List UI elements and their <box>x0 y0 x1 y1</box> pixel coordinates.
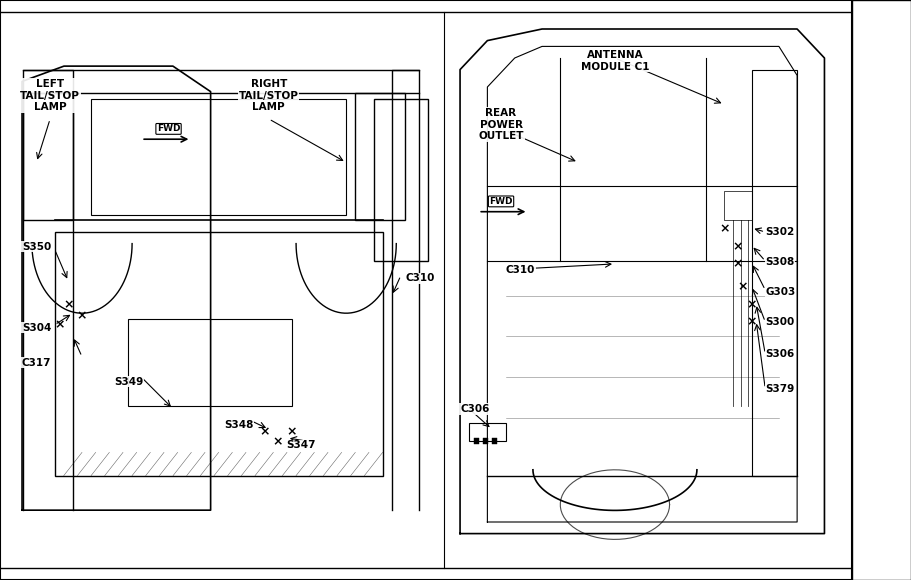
Text: RIGHT
TAIL/STOP
LAMP: RIGHT TAIL/STOP LAMP <box>239 79 299 113</box>
Text: ×: × <box>272 436 283 448</box>
Text: S302: S302 <box>765 227 794 237</box>
Text: S300: S300 <box>765 317 794 328</box>
Text: C310: C310 <box>405 273 435 284</box>
Text: ×: × <box>63 298 74 311</box>
Bar <box>852 0 911 580</box>
Text: LEFT
TAIL/STOP
LAMP: LEFT TAIL/STOP LAMP <box>20 79 80 113</box>
Text: ×: × <box>719 223 730 235</box>
Text: ×: × <box>54 318 65 331</box>
Text: ×: × <box>732 240 743 253</box>
Text: CONNECTOR/GROUND/SPLICE LOCATION (Continued): CONNECTOR/GROUND/SPLICE LOCATION (Contin… <box>875 115 888 465</box>
Text: S306: S306 <box>765 349 794 359</box>
Bar <box>374 99 428 261</box>
Bar <box>55 232 383 476</box>
Bar <box>91 99 346 215</box>
Bar <box>752 70 797 476</box>
Text: ×: × <box>77 310 87 322</box>
Text: S349: S349 <box>114 376 143 387</box>
Text: S348: S348 <box>224 419 253 430</box>
Text: REAR
POWER
OUTLET: REAR POWER OUTLET <box>478 108 524 142</box>
Text: S379: S379 <box>765 383 794 394</box>
Text: S304: S304 <box>22 322 51 333</box>
Text: S347: S347 <box>286 440 315 451</box>
Bar <box>492 438 497 444</box>
Bar <box>128 319 292 406</box>
Text: C317: C317 <box>22 357 51 368</box>
Text: ×: × <box>746 316 757 328</box>
Bar <box>483 438 488 444</box>
Bar <box>355 93 405 220</box>
Text: ×: × <box>737 281 748 293</box>
Text: ANTENNA
MODULE C1: ANTENNA MODULE C1 <box>580 50 650 72</box>
Text: ×: × <box>286 426 297 438</box>
Text: FWD: FWD <box>157 124 180 133</box>
Bar <box>474 438 479 444</box>
Bar <box>724 191 752 220</box>
Bar <box>469 423 506 441</box>
Text: C310: C310 <box>506 264 535 275</box>
Text: ×: × <box>259 426 270 438</box>
Bar <box>23 93 73 220</box>
Text: G303: G303 <box>765 287 795 298</box>
Text: ×: × <box>746 298 757 311</box>
Text: S350: S350 <box>22 241 51 252</box>
Text: S308: S308 <box>765 257 794 267</box>
Text: ×: × <box>732 258 743 270</box>
Text: C306: C306 <box>460 404 489 414</box>
Text: FWD: FWD <box>489 197 513 206</box>
